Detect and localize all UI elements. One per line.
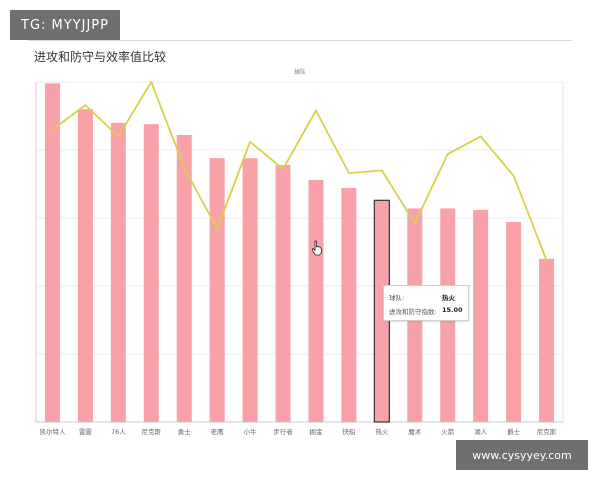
- x-tick-label: 掘金: [309, 427, 323, 436]
- bar-勇士[interactable]: [176, 135, 192, 423]
- x-tick-label: 湖人: [474, 427, 488, 436]
- watermark-top: TG: MYYJJPP: [10, 10, 120, 40]
- x-tick-label: 火箭: [441, 427, 455, 436]
- x-tick-label: 小牛: [244, 427, 258, 436]
- line-point-魔术: [413, 222, 416, 225]
- bar-爵士[interactable]: [506, 222, 522, 422]
- bar-series: [44, 83, 555, 423]
- line-point-76人: [117, 135, 120, 138]
- x-tick-labels: 凯尔特人 雷霆 76人 尼克斯 勇士 老鹰 小牛 步行者 掘金 快船 热火 魔术 火箭 湖人 爵士 尼克斯: [39, 427, 556, 436]
- line-point-雷霆: [84, 104, 87, 107]
- bar-小牛[interactable]: [242, 158, 258, 422]
- line-point-步行者: [282, 168, 284, 170]
- x-tick-label: 爵士: [507, 427, 521, 436]
- bar-76人[interactable]: [110, 122, 126, 423]
- bar-老鹰[interactable]: [209, 158, 225, 422]
- line-point-尼克斯: [150, 81, 153, 83]
- bar-掘金[interactable]: [308, 179, 324, 422]
- bar-尼克斯[interactable]: [143, 124, 159, 422]
- x-tick-label: 魔术: [408, 427, 422, 436]
- bar-尼克斯2[interactable]: [539, 258, 555, 422]
- line-point-勇士: [183, 166, 186, 169]
- bar-快船[interactable]: [341, 188, 357, 422]
- line-point-掘金: [315, 109, 317, 112]
- x-tick-label: 尼克斯: [142, 427, 162, 436]
- line-path: [51, 81, 548, 261]
- line-point-凯尔特人: [51, 128, 54, 131]
- bar-步行者[interactable]: [275, 164, 291, 422]
- tooltip-label-team: 球队:: [389, 294, 405, 302]
- bar-雷霆[interactable]: [77, 109, 93, 422]
- line-point-爵士: [512, 174, 515, 177]
- divider: [28, 40, 572, 41]
- tooltip-label-index: 进攻和防守指数:: [389, 308, 437, 316]
- line-point-小牛: [249, 140, 251, 143]
- tooltip-value-index: 15.00: [442, 306, 463, 314]
- tooltip-value-team: 热火: [442, 294, 455, 302]
- tooltip: 球队: 热火 进攻和防守指数: 15.00: [383, 285, 469, 321]
- x-tick-label: 步行者: [273, 427, 293, 436]
- x-tick-label: 尼克斯: [537, 427, 557, 436]
- chart-title: 进攻和防守与效率值比较: [34, 50, 167, 64]
- line-point-老鹰: [216, 227, 219, 230]
- line-point-湖人: [479, 135, 482, 138]
- x-tick-label: 凯尔特人: [39, 427, 66, 436]
- x-tick-label: 76人: [111, 428, 126, 436]
- x-tick-label: 热火: [375, 427, 389, 436]
- line-point-尼克斯2: [545, 259, 548, 262]
- x-tick-label: 勇士: [178, 427, 192, 436]
- hand-pointer-icon: [311, 240, 322, 256]
- bar-湖人[interactable]: [473, 209, 489, 422]
- x-tick-label: 雷霆: [79, 428, 93, 436]
- line-series: [51, 81, 548, 262]
- line-point-火箭: [446, 153, 449, 155]
- x-tick-label: 老鹰: [211, 427, 225, 436]
- top-axis-label: 球队: [294, 68, 306, 76]
- line-point-快船: [348, 172, 350, 175]
- bar-凯尔特人[interactable]: [44, 83, 60, 423]
- watermark-bottom: www.cysyyey.com: [456, 440, 588, 470]
- line-point-热火: [380, 169, 383, 172]
- x-tick-label: 快船: [342, 427, 356, 436]
